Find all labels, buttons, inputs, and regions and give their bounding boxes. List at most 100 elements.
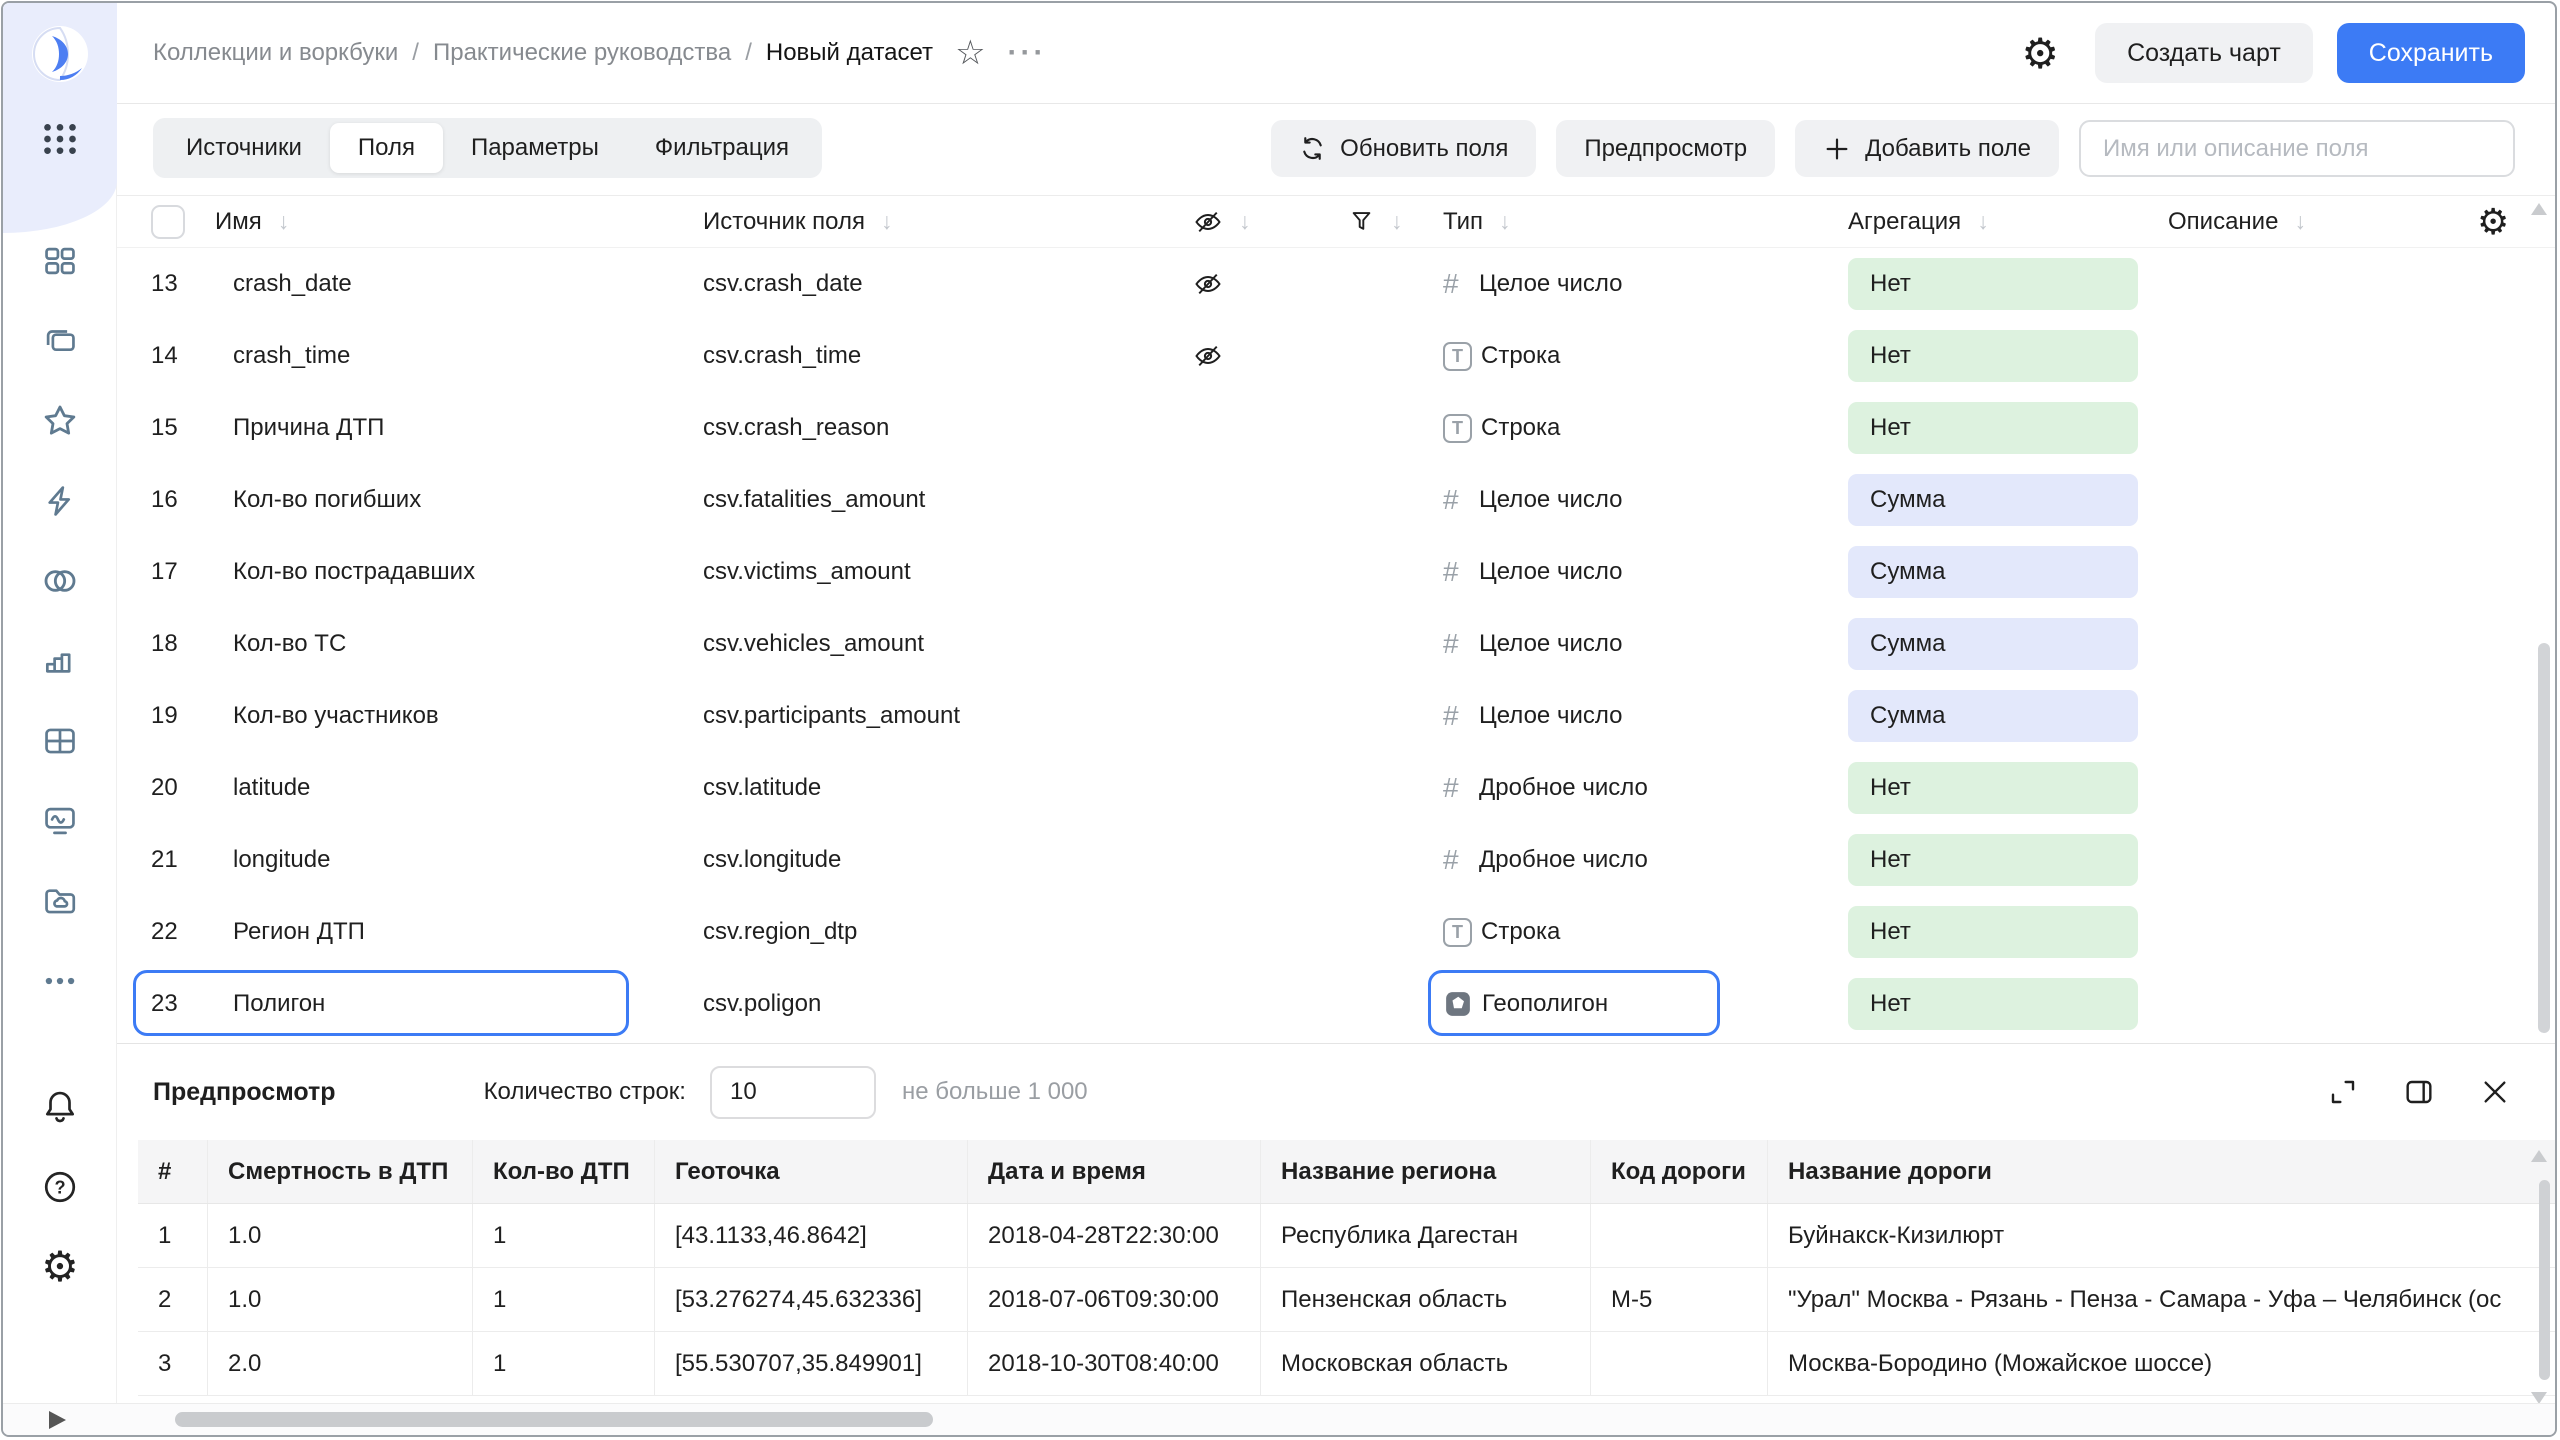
field-type-cell[interactable]: T Строка [1443, 917, 1848, 947]
favorite-star-icon[interactable]: ☆ [955, 34, 986, 72]
column-header-source[interactable]: Источник поля ↓ [703, 207, 893, 235]
table-scroll-up-icon[interactable] [2531, 203, 2547, 215]
field-source-cell[interactable]: csv.latitude [703, 774, 822, 801]
horizontal-scrollbar-thumb[interactable] [175, 1412, 933, 1427]
aggregation-badge[interactable]: Сумма [1848, 690, 2138, 742]
field-row[interactable]: 17 Кол-во пострадавших csv.victims_amount #… [117, 536, 2555, 608]
field-name-cell[interactable]: Кол-во пострадавших [233, 558, 476, 585]
field-source-cell[interactable]: csv.victims_amount [703, 558, 911, 585]
field-type-cell[interactable]: # Целое число [1443, 268, 1623, 299]
field-name-cell[interactable]: Регион ДТП [233, 918, 365, 945]
column-header-description[interactable]: Описание ↓ [2168, 207, 2306, 235]
lightning-icon[interactable] [40, 481, 80, 521]
sort-icon[interactable]: ↓ [880, 208, 893, 234]
dataset-settings-gear-icon[interactable]: ⚙ [2021, 29, 2060, 77]
sidebar-expand-icon[interactable] [49, 1411, 66, 1429]
aggregation-badge[interactable]: Сумма [1848, 546, 2138, 598]
aggregation-badge[interactable]: Нет [1848, 258, 2138, 310]
field-row[interactable]: 18 Кол-во ТС csv.vehicles_amount # Целое чис… [117, 608, 2555, 680]
field-name-cell[interactable]: crash_date [233, 270, 352, 297]
field-visibility-cell[interactable] [1193, 341, 1348, 371]
field-type-cell[interactable]: # Целое число [1443, 700, 1623, 731]
field-source-cell[interactable]: csv.longitude [703, 846, 842, 873]
field-type-cell[interactable]: # Целое число [1443, 628, 1623, 659]
expand-icon[interactable] [2327, 1076, 2359, 1108]
field-aggregation-cell[interactable]: Сумма [1848, 474, 2168, 526]
tab-Фильтрация[interactable]: Фильтрация [654, 134, 790, 161]
field-source-cell[interactable]: csv.crash_time [703, 342, 862, 369]
field-row[interactable]: 15 Причина ДТП csv.crash_reason T Строка Нет [117, 392, 2555, 464]
field-type-cell[interactable]: # Целое число [1443, 556, 1623, 587]
select-all-checkbox[interactable] [151, 204, 185, 239]
aggregation-badge[interactable]: Сумма [1848, 618, 2138, 670]
breadcrumb-item[interactable]: Коллекции и воркбуки [153, 39, 399, 66]
sort-icon[interactable]: ↓ [1239, 208, 1251, 234]
column-header-type[interactable]: Тип ↓ [1443, 207, 1511, 235]
field-type-cell[interactable]: # Дробное число [1443, 772, 1648, 803]
field-visibility-cell[interactable] [1193, 269, 1348, 299]
field-source-cell[interactable]: csv.crash_reason [703, 414, 890, 441]
datalens-logo-icon[interactable] [30, 24, 90, 84]
aggregation-badge[interactable]: Нет [1848, 978, 2138, 1030]
field-type-cell[interactable]: Геополигон [1443, 989, 1848, 1019]
field-aggregation-cell[interactable]: Нет [1848, 330, 2168, 382]
table-icon[interactable] [40, 721, 80, 761]
field-source-cell[interactable]: csv.fatalities_amount [703, 486, 926, 513]
field-aggregation-cell[interactable]: Нет [1848, 834, 2168, 886]
collections-icon[interactable] [40, 321, 80, 361]
sort-icon[interactable]: ↓ [277, 208, 290, 234]
field-aggregation-cell[interactable]: Нет [1848, 402, 2168, 454]
field-row[interactable]: 20 latitude csv.latitude # Дробное число Нет [117, 752, 2555, 824]
add-field-button[interactable]: Добавить поле [1795, 120, 2059, 177]
field-type-cell[interactable]: T Строка [1443, 341, 1848, 371]
breadcrumb-item[interactable]: Новый датасет [765, 39, 934, 66]
sort-icon[interactable]: ↓ [1977, 208, 1989, 234]
field-aggregation-cell[interactable]: Нет [1848, 258, 2168, 310]
sort-icon[interactable]: ↓ [1391, 208, 1403, 234]
field-row[interactable]: 14 crash_time csv.crash_time T Строка Нет [117, 320, 2555, 392]
field-aggregation-cell[interactable]: Сумма [1848, 546, 2168, 598]
apps-grid-menu-icon[interactable] [40, 119, 80, 159]
refresh-fields-button[interactable]: Обновить поля [1271, 120, 1537, 177]
aggregation-badge[interactable]: Нет [1848, 834, 2138, 886]
sort-icon[interactable]: ↓ [1499, 208, 1511, 234]
column-header-name[interactable]: Имя ↓ [215, 207, 290, 235]
settings-gear-icon[interactable]: ⚙ [41, 1243, 79, 1290]
field-row[interactable]: 19 Кол-во участников csv.participants_amou… [117, 680, 2555, 752]
widgets-icon[interactable] [40, 241, 80, 281]
column-header-filter[interactable]: ↓ [1348, 208, 1443, 235]
field-source-cell[interactable]: csv.crash_date [703, 270, 863, 297]
field-type-cell[interactable]: # Дробное число [1443, 844, 1648, 875]
field-aggregation-cell[interactable]: Нет [1848, 978, 2168, 1030]
field-source-cell[interactable]: csv.vehicles_amount [703, 630, 924, 657]
field-type-cell[interactable]: # Целое число [1443, 484, 1623, 515]
preview-toggle-button[interactable]: Предпросмотр [1556, 120, 1776, 177]
field-aggregation-cell[interactable]: Сумма [1848, 690, 2168, 742]
field-source-cell[interactable]: csv.region_dtp [703, 918, 858, 945]
column-header-visibility[interactable]: ↓ [1193, 207, 1348, 237]
field-aggregation-cell[interactable]: Сумма [1848, 618, 2168, 670]
field-aggregation-cell[interactable]: Нет [1848, 906, 2168, 958]
split-view-icon[interactable] [2403, 1076, 2435, 1108]
save-button[interactable]: Сохранить [2336, 23, 2525, 83]
column-header-aggregation[interactable]: Агрегация ↓ [1848, 207, 1989, 235]
table-settings-gear-icon[interactable]: ⚙ [2477, 200, 2510, 242]
field-name-cell[interactable]: latitude [233, 774, 311, 801]
field-name-cell[interactable]: crash_time [233, 342, 351, 369]
field-row[interactable]: 23 Полигон csv.poligon Геополигон Нет [117, 968, 2555, 1040]
bar-chart-icon[interactable] [40, 641, 80, 681]
notifications-bell-icon[interactable] [40, 1087, 80, 1127]
more-ellipsis-icon[interactable] [40, 961, 80, 1001]
monitor-wave-icon[interactable] [40, 801, 80, 841]
field-row[interactable]: 22 Регион ДТП csv.region_dtp T Строка Нет [117, 896, 2555, 968]
field-source-cell[interactable]: csv.poligon [703, 990, 822, 1017]
help-icon[interactable]: ? [40, 1167, 80, 1207]
field-name-cell[interactable]: Кол-во ТС [233, 630, 347, 657]
preview-scrollbar-thumb[interactable] [2539, 1180, 2550, 1380]
field-row[interactable]: 21 longitude csv.longitude # Дробное число Не… [117, 824, 2555, 896]
field-type-cell[interactable]: T Строка [1443, 413, 1848, 443]
create-chart-button[interactable]: Создать чарт [2095, 23, 2313, 83]
sort-icon[interactable]: ↓ [2294, 208, 2306, 234]
field-name-cell[interactable]: Причина ДТП [233, 414, 385, 441]
field-name-cell[interactable]: Кол-во погибших [233, 486, 422, 513]
